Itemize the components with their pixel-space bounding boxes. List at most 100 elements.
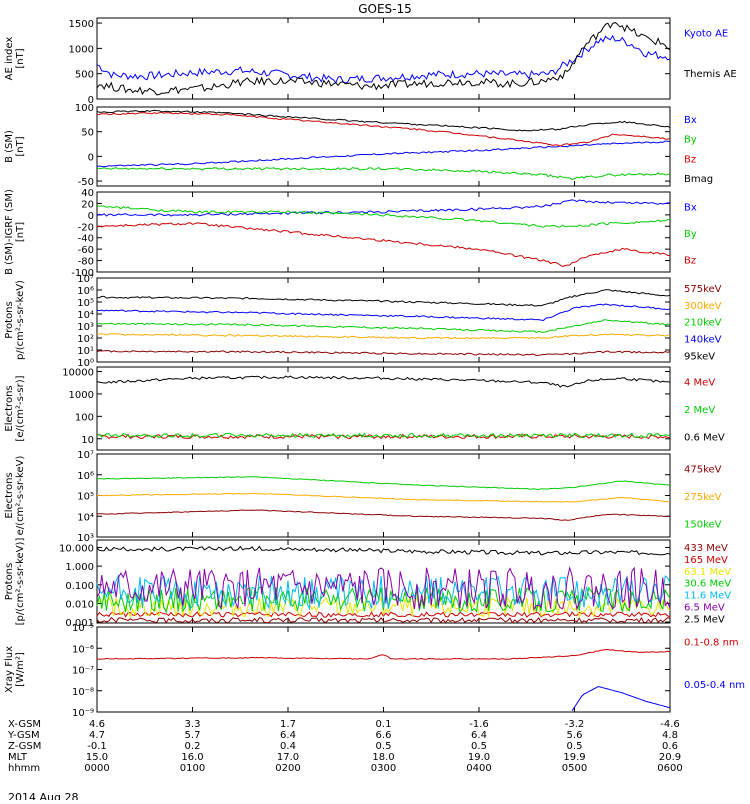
panel-frame <box>96 191 671 273</box>
legend-entry: 6.5 MeV <box>684 602 725 613</box>
y-tick-label: 10 <box>81 435 94 446</box>
legend-entry: 0.1-0.8 nm <box>684 637 739 648</box>
y-axis-label-line: B (SM) <box>4 130 15 163</box>
y-axis-label: B (SM) [nT] <box>4 130 26 163</box>
ephemeris-value: 0600 <box>657 763 682 774</box>
y-axis-label-line: Electrons <box>4 472 15 518</box>
y-axis-label-line: B (SM)-IGRF (SM) <box>4 189 15 275</box>
legend-entry: 575keV <box>684 284 722 295</box>
legend-entry: Bx <box>684 202 697 213</box>
y-tick-label: -20 <box>78 222 94 233</box>
y-tick-label: 10¹ <box>77 346 94 357</box>
ephemeris-value: 0.5 <box>376 741 392 752</box>
legend-entry: Themis AE <box>683 69 737 80</box>
ephemeris-value: 19.9 <box>563 752 585 763</box>
legend-entry: 95keV <box>684 351 715 362</box>
panel-frame <box>96 106 671 187</box>
y-tick-label: 10⁵ <box>77 492 94 503</box>
y-tick-label: 10⁻⁵ <box>72 623 94 634</box>
ephemeris-value: 0200 <box>275 763 300 774</box>
y-tick-label: 10² <box>77 334 94 345</box>
ephemeris-value: 15.0 <box>86 752 108 763</box>
panel-frame <box>96 17 671 100</box>
y-tick-label: 500 <box>75 70 94 81</box>
series-line-protons_kev-3 <box>96 303 671 322</box>
y-axis-label-line: p/(cm²-s-sr-keV) <box>15 280 26 360</box>
series-line-electrons_mev-0 <box>96 433 671 440</box>
ephemeris-value: 17.0 <box>277 752 299 763</box>
ephemeris-value: 4.7 <box>89 730 105 741</box>
y-tick-label: 10⁴ <box>77 512 94 523</box>
y-axis-label: Protons p/(cm²-s-sr-keV) <box>4 280 26 360</box>
y-axis-label-line: e/(cm²-s-sr-keV) <box>15 456 26 536</box>
y-tick-label: 0 <box>88 95 94 106</box>
date-label: 2014 Aug 28 <box>8 791 78 800</box>
y-tick-label: 10.000 <box>59 543 94 554</box>
y-tick-label: 40 <box>81 188 94 199</box>
legend-entry: 0.05-0.4 nm <box>684 680 745 691</box>
ephemeris-value: 6.6 <box>376 730 392 741</box>
y-tick-label: 100 <box>75 412 94 423</box>
legend-entry: 0.6 MeV <box>684 433 725 444</box>
legend-entry: 4 MeV <box>684 377 715 388</box>
series-line-bsm-2 <box>96 111 671 147</box>
legend-entry: 2 MeV <box>684 405 715 416</box>
panel-xray: 10⁻⁹ 10⁻⁸ 10⁻⁷ 10⁻⁶ 10⁻⁵ Xray Flux [W/m²] 0.1-0… <box>4 623 745 719</box>
ephemeris-value: -4.6 <box>660 719 680 730</box>
ephemeris-value: 20.9 <box>659 752 681 763</box>
panel-protons_mev: 0.001 0.010 0.100 1.000 10.000 Protons [p/(cm²… <box>4 538 731 630</box>
y-axis-label: Xray Flux [W/m²] <box>4 646 26 693</box>
y-tick-label: 10⁶ <box>77 471 94 482</box>
series-line-electrons_kev-1 <box>96 492 671 503</box>
ephemeris-value: 0000 <box>84 763 109 774</box>
series-line-protons_mev-1 <box>96 611 671 618</box>
series-line-protons_mev-0 <box>96 616 671 624</box>
ephemeris-value: 0300 <box>371 763 396 774</box>
y-tick-label: 10⁶ <box>77 286 94 297</box>
y-tick-label: 10⁵ <box>77 298 94 309</box>
y-tick-label: 1.000 <box>65 562 94 573</box>
series-line-bsm-1 <box>96 167 671 181</box>
legend-entry: 11.6 MeV <box>684 591 731 602</box>
panel-ae: 0 500 1000 1500 AE index [nT] Kyoto AE Themis A… <box>4 17 737 106</box>
y-tick-label: 10³ <box>77 533 94 544</box>
legend-entry: 475keV <box>684 464 722 475</box>
y-tick-label: 10⁷ <box>77 274 94 285</box>
series-line-protons_kev-0 <box>96 349 671 357</box>
y-tick-label: 100 <box>75 103 94 114</box>
ephemeris-value: 5.7 <box>185 730 201 741</box>
series-line-electrons_kev-2 <box>96 476 671 491</box>
y-axis-label-line: Xray Flux <box>4 646 15 693</box>
ephemeris-value: 4.8 <box>662 730 678 741</box>
y-tick-label: 0.001 <box>65 618 94 629</box>
legend-entry: Bx <box>684 115 697 126</box>
y-tick-label: 50 <box>81 128 94 139</box>
y-axis-label-line: AE index <box>4 37 15 81</box>
ephemeris-value: -0.1 <box>87 741 107 752</box>
ephemeris-value: 0.6 <box>662 741 678 752</box>
panel-frame <box>96 453 671 538</box>
series-line-protons_mev-6 <box>96 545 671 556</box>
series-line-protons_mev-2 <box>96 595 671 619</box>
y-tick-label: 10⁻⁶ <box>72 644 94 655</box>
y-tick-label: 10⁻⁹ <box>72 708 94 719</box>
ephemeris-value: 0500 <box>562 763 587 774</box>
chart-title: GOES-15 <box>358 2 412 16</box>
legend-entry: 275keV <box>684 492 722 503</box>
y-tick-label: 10⁴ <box>77 310 94 321</box>
series-line-protons_kev-1 <box>96 333 671 340</box>
y-tick-label: 20 <box>81 199 94 210</box>
series-line-electrons_mev-2 <box>96 375 671 388</box>
ephemeris-row-label: Z-GSM <box>8 741 41 752</box>
series-line-ae-0 <box>96 34 671 84</box>
y-tick-label: 10⁷ <box>77 450 94 461</box>
series-line-protons_mev-5 <box>96 565 671 611</box>
series-line-bigrf-1 <box>96 205 671 228</box>
ephemeris-value: 6.4 <box>471 730 487 741</box>
legend-entry: 210keV <box>684 318 722 329</box>
series-line-bsm-0 <box>96 140 671 168</box>
legend-entry: 63.1 MeV <box>684 567 731 578</box>
